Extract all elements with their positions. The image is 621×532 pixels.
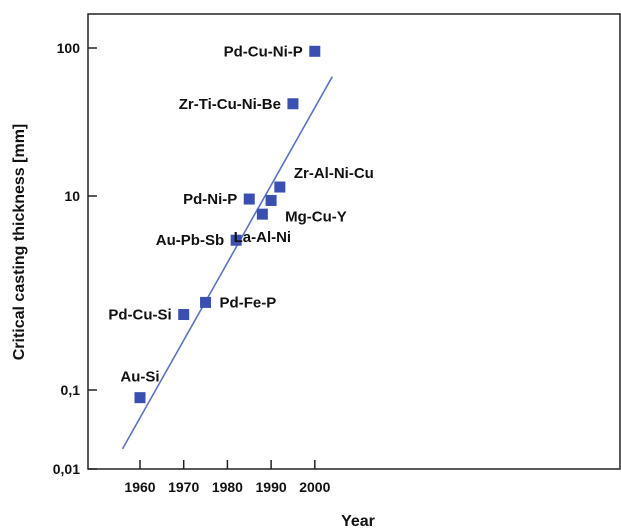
point-labels: Au-Si Pd-Cu-Si Pd-Fe-P Au-Pb-Sb Pd-Ni-P La-Al… — [108, 43, 373, 385]
data-point — [265, 194, 277, 206]
data-point — [309, 45, 321, 57]
data-point — [230, 234, 242, 246]
data-point — [243, 193, 255, 205]
data-points — [134, 45, 321, 404]
data-point-label: Pd-Fe-P — [220, 294, 277, 311]
y-tick-label: 100 — [57, 40, 81, 56]
data-point — [200, 296, 212, 308]
x-axis-label: Year — [341, 513, 375, 530]
data-point-label: Mg-Cu-Y — [285, 208, 347, 225]
data-point — [274, 181, 286, 193]
plot-frame — [87, 13, 621, 470]
data-point — [256, 208, 268, 220]
data-point-label: Pd-Cu-Si — [108, 307, 171, 324]
data-point-label: Pd-Cu-Ni-P — [224, 43, 303, 60]
x-tick-label: 1990 — [256, 479, 287, 495]
data-point — [287, 98, 299, 110]
y-axis-ticks: 0,01 0,1 10 100 — [53, 40, 97, 477]
x-tick-label: 1980 — [212, 479, 243, 495]
y-axis-label: Critical casting thickness [mm] — [11, 124, 28, 361]
trend-line — [121, 76, 333, 450]
y-tick-label: 10 — [64, 188, 80, 204]
data-point-label: Zr-Ti-Cu-Ni-Be — [179, 96, 281, 113]
data-point — [178, 309, 190, 321]
data-point-label: Au-Pb-Sb — [156, 232, 224, 249]
x-tick-label: 1960 — [124, 479, 155, 495]
x-axis-ticks: 1960 1970 1980 1990 2000 — [124, 460, 331, 495]
data-point-label: Au-Si — [120, 369, 159, 386]
x-tick-label: 2000 — [299, 479, 330, 495]
y-tick-label: 0,1 — [61, 382, 81, 398]
data-point — [134, 392, 146, 404]
x-tick-label: 1970 — [168, 479, 199, 495]
data-point-label: La-Al-Ni — [234, 229, 292, 246]
y-tick-label: 0,01 — [53, 461, 80, 477]
data-point-label: Pd-Ni-P — [183, 191, 237, 208]
data-point-label: Zr-Al-Ni-Cu — [294, 165, 374, 182]
